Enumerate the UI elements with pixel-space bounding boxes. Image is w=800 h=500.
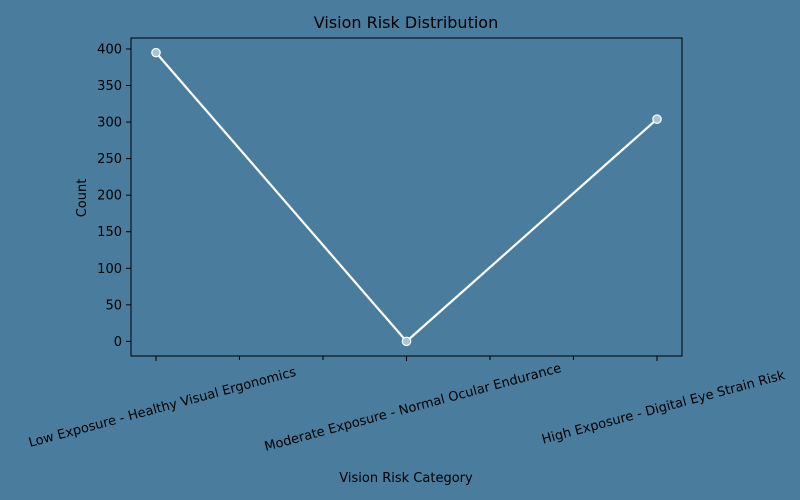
- x-axis-label: Vision Risk Category: [339, 471, 473, 486]
- y-tick-label: 300: [97, 116, 122, 131]
- y-axis: 0 50 100 150 200 250 300 350 400: [97, 42, 131, 350]
- x-tick-label: Low Exposure - Healthy Visual Ergonomics: [27, 365, 298, 451]
- y-tick-label: 200: [97, 189, 122, 204]
- y-tick-label: 150: [97, 225, 122, 240]
- y-tick-label: 100: [97, 262, 122, 277]
- x-axis: Low Exposure - Healthy Visual Ergonomics…: [27, 356, 787, 455]
- y-tick-label: 0: [114, 335, 122, 350]
- y-tick-label: 350: [97, 79, 122, 94]
- data-point: [401, 336, 412, 347]
- y-tick-label: 400: [97, 42, 122, 57]
- chart-title: Vision Risk Distribution: [314, 13, 498, 32]
- series-layer: [151, 47, 662, 347]
- y-axis-label: Count: [75, 179, 90, 218]
- plot-area-frame: [130, 37, 683, 357]
- series-line: [155, 51, 658, 343]
- data-point: [151, 47, 161, 58]
- x-tick-label: High Exposure - Digital Eye Strain Risk: [540, 368, 787, 448]
- y-tick-label: 250: [97, 152, 122, 167]
- x-tick-label: Moderate Exposure - Normal Ocular Endura…: [263, 361, 563, 455]
- y-tick-label: 50: [105, 298, 122, 313]
- data-point: [652, 114, 662, 124]
